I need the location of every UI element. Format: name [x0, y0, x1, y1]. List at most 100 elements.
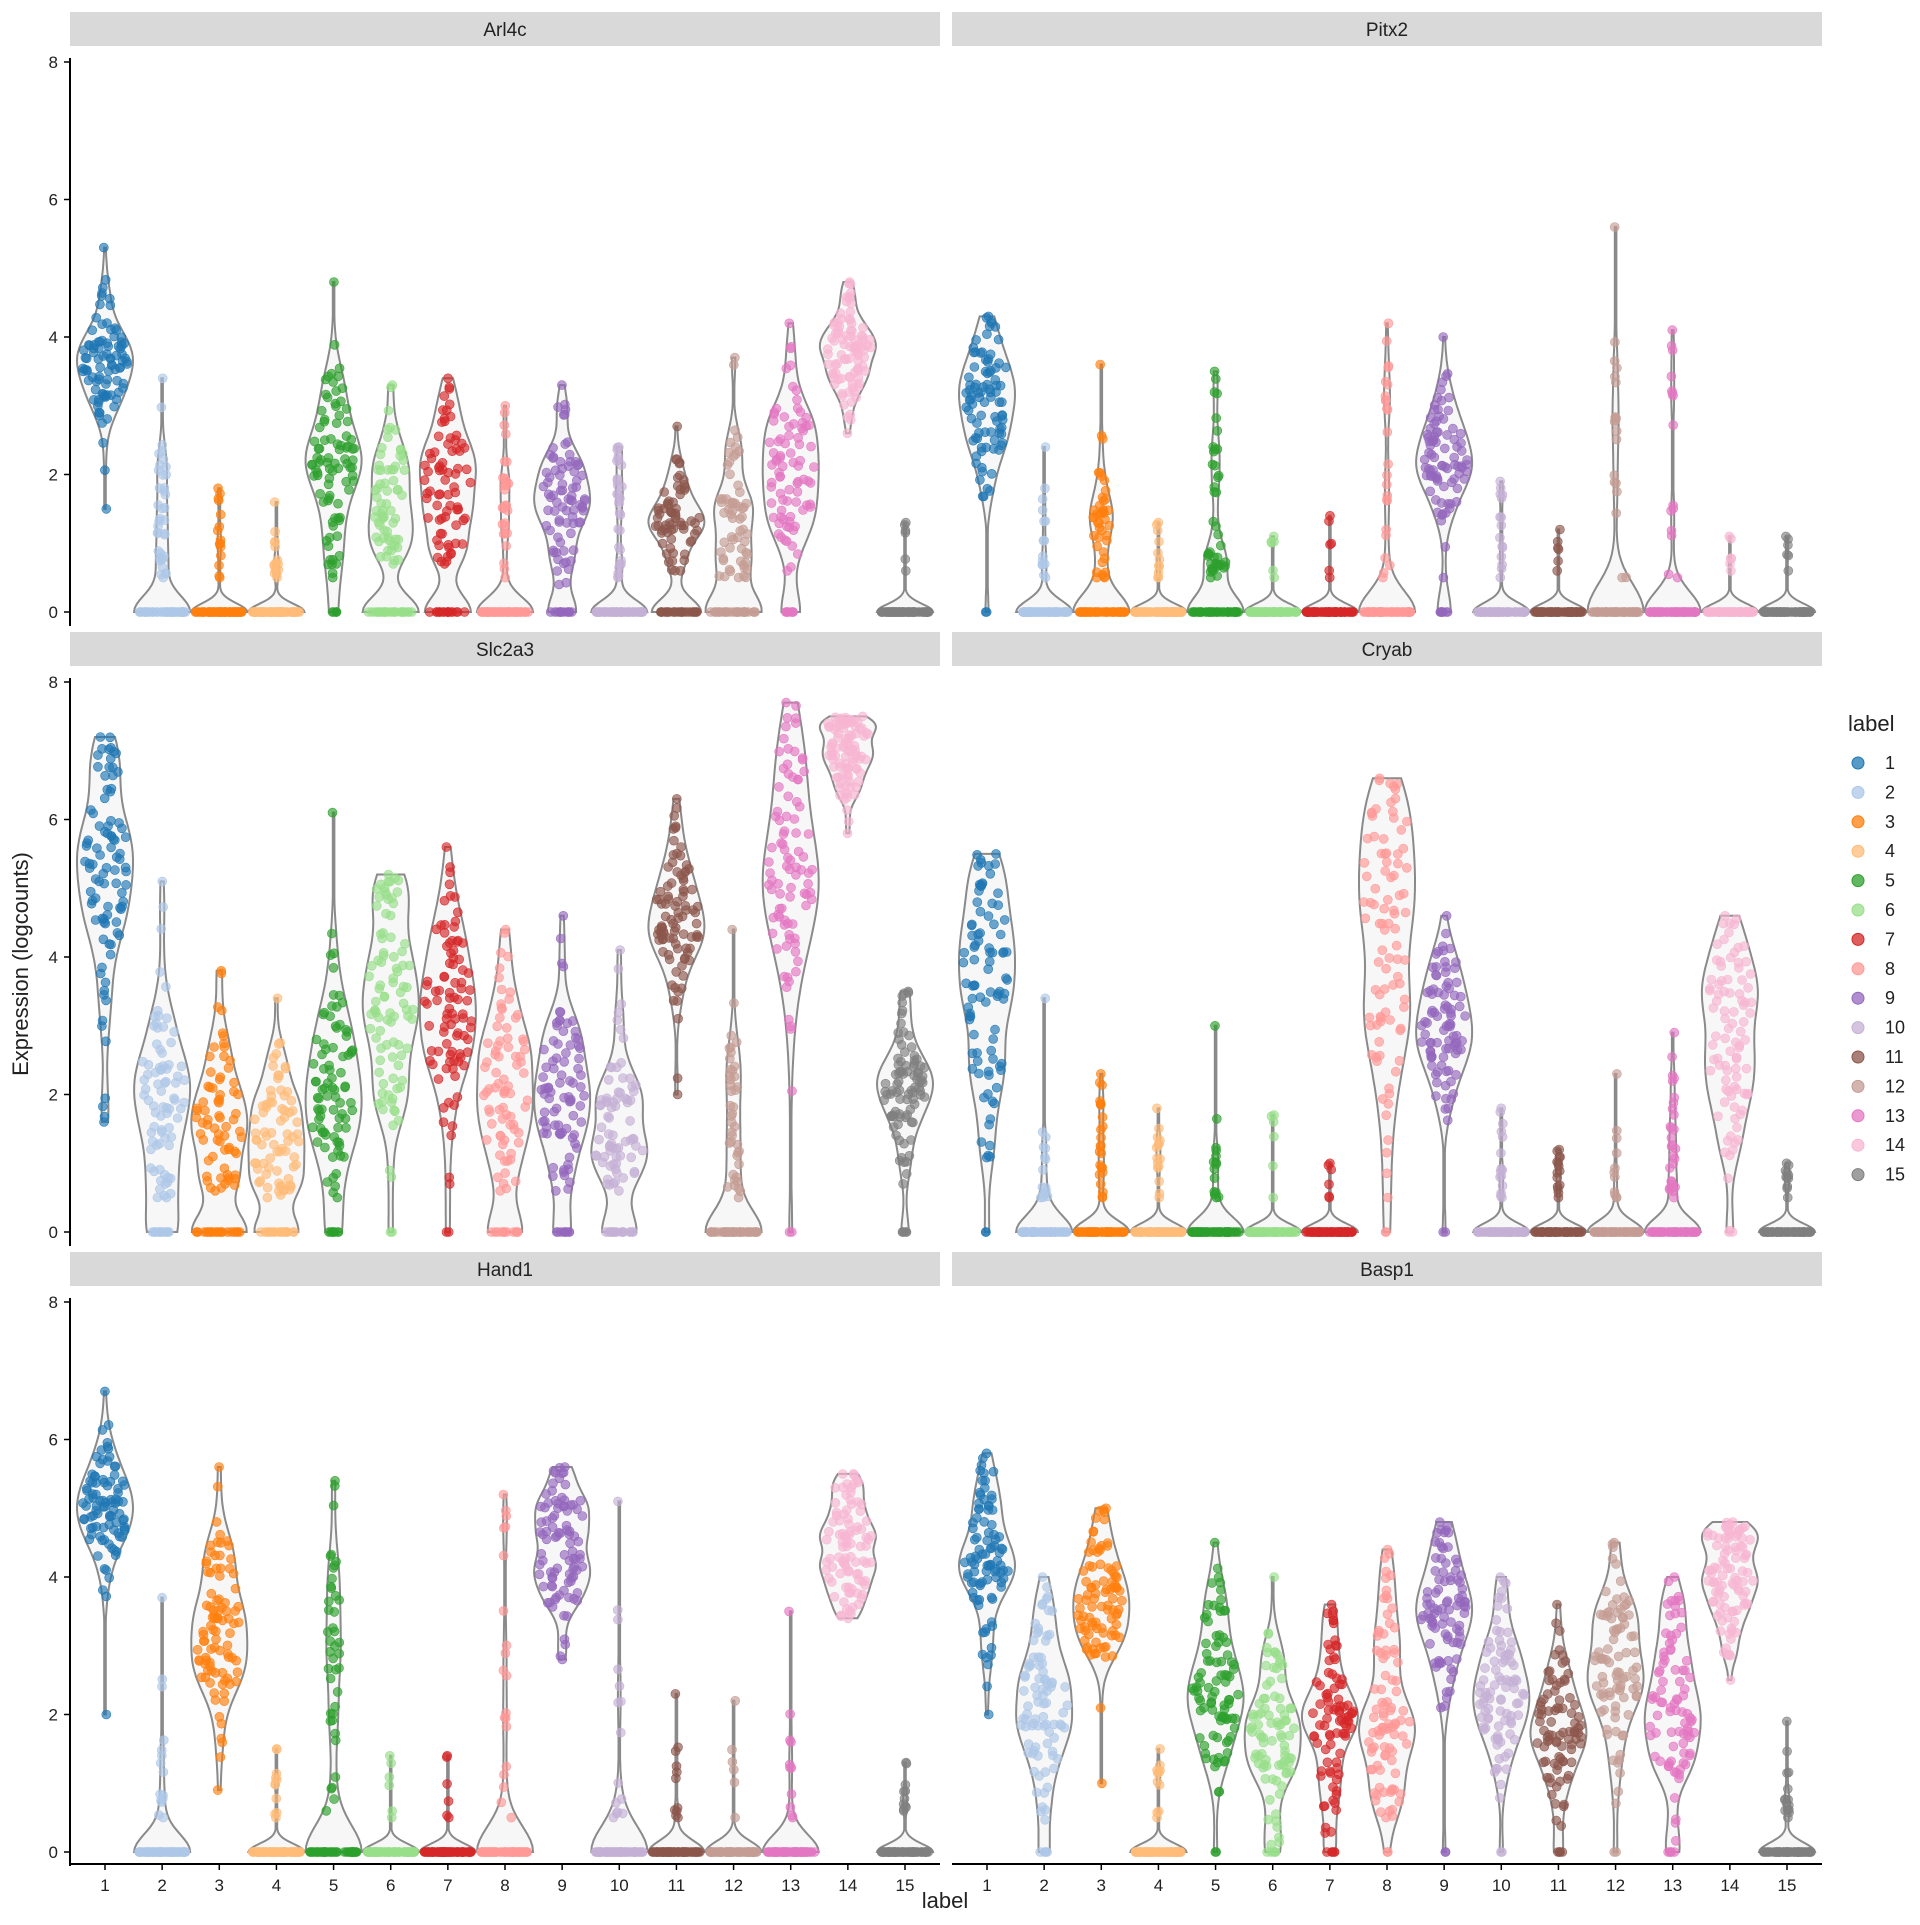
data-point	[1096, 1100, 1105, 1109]
data-point	[728, 506, 737, 515]
facet-title: Cryab	[1362, 640, 1413, 661]
violin-group	[1016, 443, 1072, 617]
data-point	[432, 925, 441, 934]
data-point	[1089, 513, 1098, 522]
data-point	[1725, 532, 1734, 541]
data-point	[513, 1228, 522, 1237]
data-point	[88, 373, 97, 382]
data-point	[1622, 608, 1631, 617]
data-point	[831, 329, 840, 338]
data-point	[866, 343, 875, 352]
data-point	[904, 1090, 913, 1099]
data-point	[1402, 863, 1411, 872]
data-point	[977, 1138, 986, 1147]
data-point	[442, 1039, 451, 1048]
data-point	[609, 1098, 618, 1107]
data-point	[765, 438, 774, 447]
data-point	[338, 384, 347, 393]
data-point	[216, 1174, 225, 1183]
data-point	[1437, 516, 1446, 525]
data-point	[783, 566, 792, 575]
data-point	[991, 322, 1000, 331]
data-point	[739, 525, 748, 534]
data-point	[312, 1077, 321, 1086]
data-point	[720, 572, 729, 581]
data-point	[725, 1071, 734, 1080]
data-point	[496, 1186, 505, 1195]
data-point	[561, 405, 570, 414]
data-point	[327, 929, 336, 938]
data-point	[451, 1014, 460, 1023]
data-point	[161, 982, 170, 991]
data-point	[1762, 608, 1771, 617]
data-point	[899, 1179, 908, 1188]
data-point	[1441, 542, 1450, 551]
data-point	[672, 804, 681, 813]
data-point	[384, 870, 393, 879]
data-point	[1155, 1228, 1164, 1237]
data-point	[433, 553, 442, 562]
data-point	[143, 1070, 152, 1079]
data-point	[910, 608, 919, 617]
data-point	[601, 608, 610, 617]
data-point	[1377, 849, 1386, 858]
violin-group	[363, 870, 419, 1237]
data-point	[557, 1071, 566, 1080]
data-point	[453, 995, 462, 1004]
data-point	[783, 760, 792, 769]
data-point	[788, 541, 797, 550]
data-point	[854, 777, 863, 786]
data-point	[157, 1087, 166, 1096]
data-point	[102, 504, 111, 513]
data-point	[82, 354, 91, 363]
data-point	[107, 940, 116, 949]
data-point	[157, 403, 166, 412]
data-point	[994, 335, 1003, 344]
data-point	[101, 771, 110, 780]
data-point	[560, 1093, 569, 1102]
data-point	[117, 888, 126, 897]
data-point	[1216, 541, 1225, 550]
data-point	[1378, 573, 1387, 582]
data-point	[445, 988, 454, 997]
data-point	[689, 906, 698, 915]
data-point	[402, 1005, 411, 1014]
data-point	[1212, 1146, 1221, 1155]
data-point	[881, 1079, 890, 1088]
data-point	[653, 513, 662, 522]
data-point	[1385, 561, 1394, 570]
data-point	[1370, 832, 1379, 841]
data-point	[1279, 1228, 1288, 1237]
data-point	[720, 508, 729, 517]
data-point	[635, 608, 644, 617]
data-point	[679, 525, 688, 534]
data-point	[445, 938, 454, 947]
y-tick-label: 6	[49, 811, 58, 830]
data-point	[1384, 1136, 1393, 1145]
data-point	[200, 1106, 209, 1115]
data-point	[885, 608, 894, 617]
data-point	[991, 375, 1000, 384]
violin-group	[648, 422, 704, 617]
data-point	[595, 1135, 604, 1144]
data-point	[576, 1071, 585, 1080]
data-point	[1381, 1228, 1390, 1237]
data-point	[851, 722, 860, 731]
data-point	[1612, 487, 1621, 496]
data-point	[799, 852, 808, 861]
data-point	[1041, 484, 1050, 493]
violin-group	[1073, 1069, 1129, 1236]
data-point	[1212, 414, 1221, 423]
data-point	[225, 608, 234, 617]
data-point	[809, 463, 818, 472]
data-point	[576, 1101, 585, 1110]
data-point	[1046, 1228, 1055, 1237]
data-point	[95, 877, 104, 886]
data-point	[269, 1140, 278, 1149]
data-point	[96, 969, 105, 978]
data-point	[1433, 508, 1442, 517]
data-point	[330, 1132, 339, 1141]
data-point	[546, 493, 555, 502]
data-point	[565, 1153, 574, 1162]
data-point	[146, 1164, 155, 1173]
